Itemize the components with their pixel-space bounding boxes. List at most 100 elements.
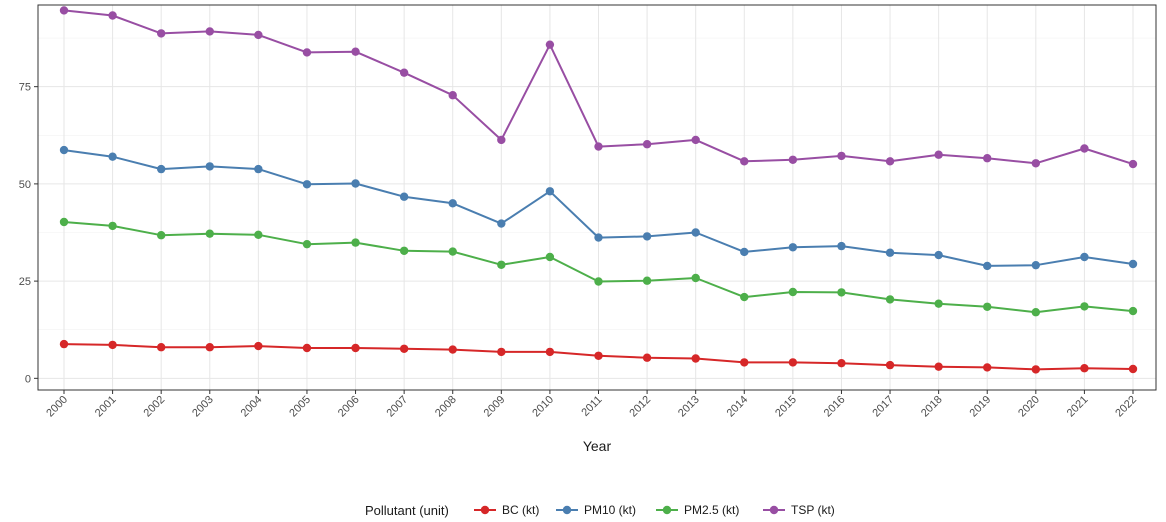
- data-point: [788, 243, 798, 252]
- data-point: [594, 142, 603, 151]
- data-point: [448, 199, 457, 208]
- data-point: [885, 360, 895, 370]
- legend-item: PM10 (kt): [556, 503, 636, 517]
- data-point: [351, 179, 360, 188]
- data-point: [837, 358, 846, 368]
- data-point: [545, 252, 555, 262]
- x-tick-label: 2002: [142, 394, 168, 420]
- minor-gridlines: [38, 37, 1156, 331]
- data-point: [156, 231, 166, 240]
- data-point: [59, 339, 69, 349]
- legend-key-point: [769, 505, 779, 515]
- data-point: [594, 351, 603, 360]
- data-point: [59, 145, 69, 155]
- data-point: [497, 219, 506, 228]
- legend-title: Pollutant (unit): [365, 503, 449, 518]
- data-point: [302, 180, 312, 189]
- data-point: [983, 302, 992, 311]
- data-point: [1080, 364, 1089, 373]
- x-tick-label: 2013: [676, 394, 702, 420]
- series-pm10-kt: [59, 145, 1138, 271]
- x-tick-label: 2001: [93, 394, 119, 420]
- legend-key-point: [662, 505, 672, 515]
- data-point: [448, 91, 457, 100]
- plot-area: [37, 4, 1157, 391]
- x-tick-label: 2019: [968, 394, 994, 420]
- data-point: [351, 343, 360, 353]
- x-tick-label: 2003: [190, 394, 216, 420]
- data-point: [642, 353, 652, 362]
- data-point: [254, 341, 263, 351]
- legend-items: BC (kt) PM10 (kt) PM2.5 (kt) TSP (kt): [474, 503, 835, 517]
- data-point: [691, 228, 700, 237]
- data-point: [837, 151, 846, 161]
- y-axis: 0 25 50 75: [19, 82, 38, 385]
- x-tick-label: 2008: [433, 394, 459, 420]
- legend-key-point: [480, 505, 490, 515]
- data-point: [448, 345, 457, 354]
- data-point: [156, 343, 166, 352]
- x-tick-label: 2012: [627, 394, 653, 420]
- series-layer: [59, 6, 1138, 374]
- x-tick-label: 2000: [44, 394, 70, 420]
- data-point: [788, 155, 798, 164]
- data-point: [594, 277, 603, 286]
- data-point: [983, 154, 992, 163]
- data-point: [594, 233, 603, 242]
- x-tick-label: 2011: [579, 394, 604, 419]
- data-point: [205, 162, 214, 171]
- data-point: [837, 288, 846, 297]
- data-point: [254, 164, 263, 174]
- data-point: [59, 217, 69, 227]
- data-point: [351, 47, 360, 56]
- x-tick-label: 2016: [822, 394, 848, 420]
- legend-label: TSP (kt): [791, 503, 835, 517]
- data-point: [788, 287, 798, 297]
- data-point: [156, 164, 166, 174]
- x-axis-title: Year: [583, 438, 612, 454]
- data-point: [205, 27, 214, 36]
- data-point: [108, 11, 117, 20]
- series-tsp-kt: [59, 6, 1138, 169]
- data-point: [642, 232, 652, 241]
- x-tick-label: 2021: [1065, 394, 1091, 420]
- legend-key-point: [562, 505, 572, 515]
- data-point: [302, 343, 312, 353]
- plot-border: [37, 4, 1157, 391]
- x-axis: 2000 2001 2002 2003 2004 2005 2006 2007 2008 2009…: [44, 390, 1139, 419]
- data-point: [691, 354, 700, 363]
- data-point: [934, 250, 943, 260]
- data-point: [885, 295, 895, 304]
- data-point: [983, 261, 992, 271]
- data-point: [934, 362, 943, 371]
- data-point: [788, 358, 798, 367]
- data-point: [1128, 159, 1138, 169]
- data-point: [545, 347, 555, 357]
- legend: Pollutant (unit) BC (kt) PM10 (kt) PM2.5 (…: [365, 503, 835, 518]
- x-tick-label: 2005: [287, 394, 313, 420]
- data-point: [399, 344, 409, 353]
- data-point: [399, 246, 409, 255]
- series-pm2-5-kt: [59, 217, 1138, 317]
- data-point: [497, 260, 506, 269]
- data-point: [1031, 159, 1041, 168]
- data-point: [1128, 306, 1138, 316]
- plot-panel: [38, 5, 1156, 390]
- data-point: [497, 135, 506, 145]
- x-tick-label: 2018: [919, 394, 945, 420]
- data-point: [691, 135, 700, 145]
- data-point: [1031, 260, 1041, 270]
- data-point: [351, 238, 360, 247]
- data-point: [691, 273, 700, 283]
- data-point: [156, 29, 166, 38]
- data-point: [1128, 259, 1138, 269]
- legend-item: BC (kt): [474, 503, 539, 517]
- data-point: [740, 247, 749, 257]
- y-tick-label: 75: [19, 82, 31, 94]
- data-point: [545, 187, 555, 196]
- x-tick-label: 2017: [870, 394, 896, 420]
- x-tick-label: 2015: [773, 394, 799, 420]
- data-point: [642, 140, 652, 149]
- data-point: [642, 276, 652, 285]
